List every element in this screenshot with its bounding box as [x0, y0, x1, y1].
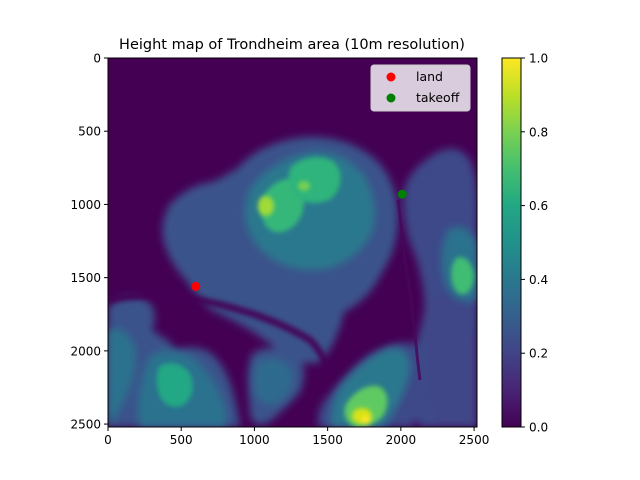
legend: land takeoff: [370, 64, 471, 112]
colorbar-tick-label: 0.8: [529, 125, 548, 139]
colorbar-tick-label: 0.4: [529, 273, 548, 287]
y-tick-label: 1500: [70, 271, 101, 285]
y-tick-label: 500: [78, 125, 101, 139]
legend-box: [370, 64, 471, 112]
x-tick-label: 500: [170, 433, 193, 447]
y-tick-label: 1000: [70, 198, 101, 212]
point-land: [191, 281, 201, 291]
legend-label-takeoff: takeoff: [416, 90, 460, 105]
chart-title: Height map of Trondheim area (10m resolu…: [119, 37, 465, 53]
y-axis: 0 500 1000 1500 2000 2500: [70, 52, 108, 432]
colorbar-ticks: 0.0 0.2 0.4 0.6 0.8 1.0: [521, 52, 548, 435]
colorbar: 0.0 0.2 0.4 0.6 0.8 1.0: [501, 52, 548, 435]
legend-label-land: land: [416, 69, 443, 84]
colorbar-tick-label: 0.6: [529, 199, 548, 213]
colorbar-tick-label: 0.2: [529, 347, 548, 361]
legend-marker-land: [386, 72, 396, 82]
scatter-points: [191, 189, 407, 291]
legend-marker-takeoff: [386, 93, 396, 103]
colorbar-gradient: [501, 57, 522, 428]
x-tick-label: 1000: [239, 433, 270, 447]
x-axis: 0 500 1000 1500 2000 2500: [104, 427, 489, 447]
y-tick-label: 2500: [70, 418, 101, 432]
point-takeoff: [397, 189, 407, 199]
y-tick-label: 2000: [70, 344, 101, 358]
x-tick-label: 0: [104, 433, 112, 447]
x-tick-label: 2000: [386, 433, 417, 447]
heightmap-image: [108, 58, 477, 427]
y-tick-label: 0: [93, 52, 101, 66]
plot-frame: [107, 57, 478, 428]
colorbar-tick-label: 0.0: [529, 421, 548, 435]
x-tick-label: 2500: [459, 433, 490, 447]
x-tick-label: 1500: [312, 433, 343, 447]
colorbar-tick-label: 1.0: [529, 52, 548, 66]
